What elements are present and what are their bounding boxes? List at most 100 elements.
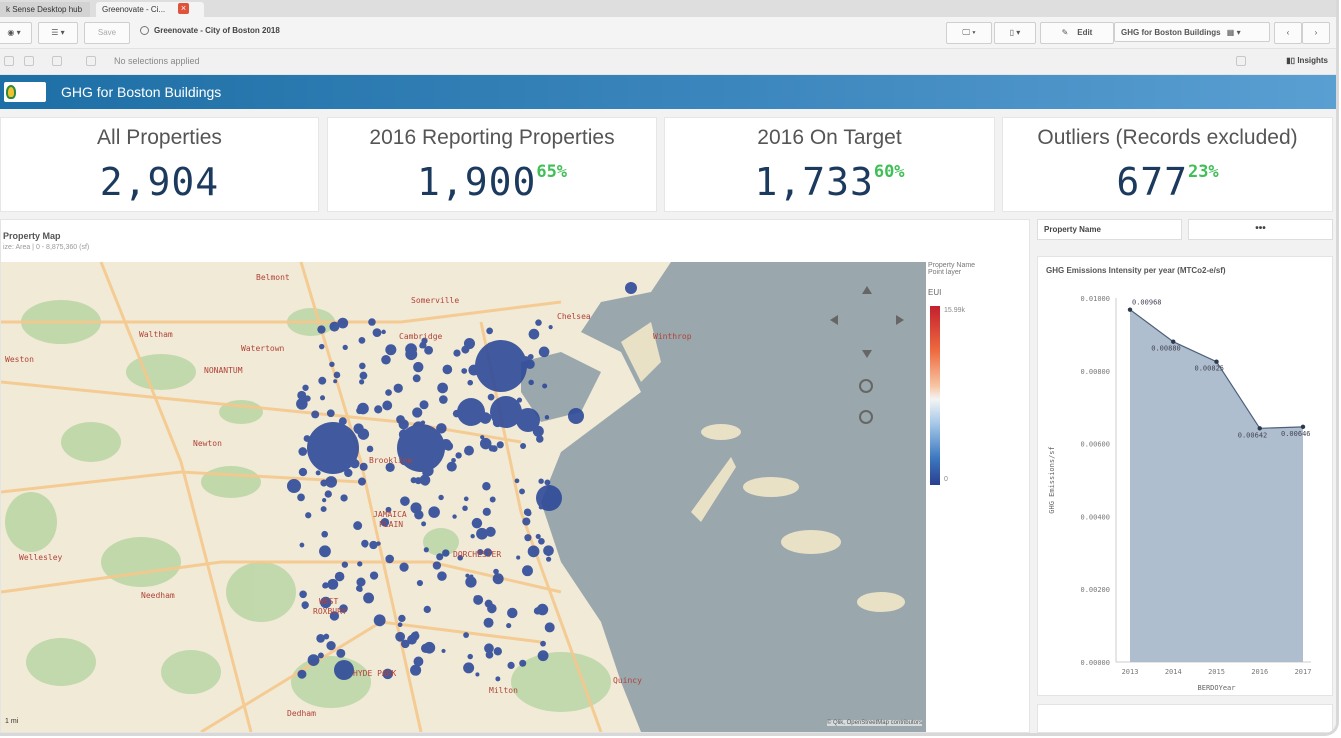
property-bubble[interactable] (385, 344, 397, 356)
property-bubble[interactable] (455, 452, 462, 459)
property-bubble[interactable] (368, 318, 376, 326)
property-bubble[interactable] (358, 336, 366, 344)
selections-tool-icon[interactable] (4, 56, 14, 66)
property-bubble[interactable] (440, 424, 447, 430)
property-bubble[interactable] (540, 640, 546, 647)
property-bubble[interactable] (357, 428, 370, 440)
navigation-menu-button[interactable]: ◉ ▾ (0, 22, 32, 44)
property-bubble[interactable] (538, 478, 544, 484)
property-bubble[interactable] (382, 400, 393, 411)
property-bubble[interactable] (298, 467, 308, 477)
property-bubble[interactable] (357, 477, 367, 486)
property-bubble[interactable] (329, 361, 335, 368)
property-bubble[interactable] (333, 379, 338, 384)
property-bubble[interactable] (356, 577, 366, 587)
property-bubble[interactable] (298, 447, 308, 456)
property-bubble[interactable] (319, 545, 331, 558)
property-bubble[interactable] (318, 376, 327, 385)
property-bubble[interactable] (475, 672, 480, 677)
property-bubble[interactable] (476, 527, 488, 540)
property-bubble[interactable] (538, 537, 545, 545)
property-bubble[interactable] (542, 383, 548, 389)
property-bubble[interactable] (428, 506, 440, 518)
property-bubble[interactable] (357, 561, 363, 567)
device-button[interactable]: ▯ ▾ (994, 22, 1036, 44)
property-bubble[interactable] (339, 604, 348, 613)
property-bubble[interactable] (441, 648, 446, 653)
edit-button[interactable]: ✎ Edit (1040, 22, 1114, 44)
kpi-all-properties[interactable]: All Properties 2,904 (0, 117, 319, 212)
property-bubble[interactable] (487, 603, 497, 614)
present-button[interactable]: 🖵 ▾ (946, 22, 992, 44)
property-bubble[interactable] (322, 497, 327, 503)
property-bubble[interactable] (486, 327, 494, 335)
property-bubble[interactable] (544, 415, 550, 420)
property-bubble[interactable] (463, 662, 475, 674)
property-bubble[interactable] (446, 461, 457, 472)
data-point[interactable] (1257, 426, 1262, 431)
property-bubble[interactable] (436, 553, 444, 561)
property-bubble[interactable] (395, 631, 406, 642)
property-bubble[interactable] (485, 526, 496, 537)
property-bubble[interactable] (397, 424, 445, 472)
property-bubble[interactable] (527, 353, 534, 360)
property-bubble[interactable] (401, 639, 410, 649)
property-bubble[interactable] (356, 407, 364, 415)
property-bubble[interactable] (473, 594, 484, 605)
property-bubble[interactable] (525, 359, 535, 370)
data-point[interactable] (1214, 359, 1219, 364)
kpi-reporting-properties[interactable]: 2016 Reporting Properties 1,90065% (327, 117, 657, 212)
property-bubble[interactable] (514, 478, 520, 484)
property-bubble[interactable] (315, 470, 321, 476)
property-bubble[interactable] (421, 521, 427, 527)
property-bubble[interactable] (319, 395, 326, 401)
property-bubble[interactable] (369, 571, 379, 580)
property-bubble[interactable] (297, 669, 307, 679)
property-bubble[interactable] (325, 476, 338, 488)
property-bubbles[interactable] (287, 282, 637, 682)
property-bubble[interactable] (461, 368, 468, 374)
property-bubble[interactable] (302, 604, 307, 610)
property-bubble[interactable] (475, 340, 527, 392)
property-bubble[interactable] (318, 343, 325, 350)
zoom-in-icon[interactable] (859, 379, 873, 393)
property-bubble[interactable] (342, 344, 348, 351)
property-bubble[interactable] (416, 579, 424, 587)
property-bubble[interactable] (366, 445, 374, 453)
property-bubble[interactable] (437, 571, 447, 581)
property-bubble[interactable] (437, 382, 448, 394)
property-bubble[interactable] (465, 576, 477, 588)
property-bubble[interactable] (484, 643, 494, 654)
property-bubble[interactable] (453, 349, 461, 357)
property-bubble[interactable] (359, 362, 366, 370)
property-bubble[interactable] (462, 505, 468, 511)
property-bubble[interactable] (400, 496, 410, 506)
property-bubble[interactable] (420, 420, 426, 425)
property-bubble[interactable] (480, 435, 485, 440)
property-bubble[interactable] (373, 614, 386, 627)
property-bubble[interactable] (405, 343, 417, 356)
property-bubble[interactable] (528, 328, 540, 340)
property-bubble[interactable] (419, 343, 425, 349)
property-bubble[interactable] (326, 640, 336, 651)
property-bubble[interactable] (528, 379, 534, 386)
property-bubble[interactable] (463, 338, 476, 350)
property-bubble[interactable] (438, 494, 444, 501)
save-button[interactable]: Save (84, 22, 130, 44)
property-bubble[interactable] (381, 329, 386, 335)
property-bubble[interactable] (463, 632, 469, 638)
property-bubble[interactable] (307, 654, 320, 666)
property-bubble[interactable] (362, 542, 368, 548)
property-bubble[interactable] (359, 462, 368, 471)
property-bubble[interactable] (519, 488, 525, 495)
data-point[interactable] (1127, 307, 1133, 312)
property-bubble[interactable] (471, 517, 483, 529)
property-bubble[interactable] (548, 325, 553, 330)
property-bubble[interactable] (522, 517, 531, 526)
property-bubble[interactable] (305, 512, 312, 519)
property-bubble[interactable] (413, 361, 424, 373)
property-bubble[interactable] (421, 477, 430, 486)
property-bubble[interactable] (336, 648, 346, 658)
property-bubble[interactable] (516, 555, 521, 560)
property-bubble[interactable] (479, 437, 492, 450)
